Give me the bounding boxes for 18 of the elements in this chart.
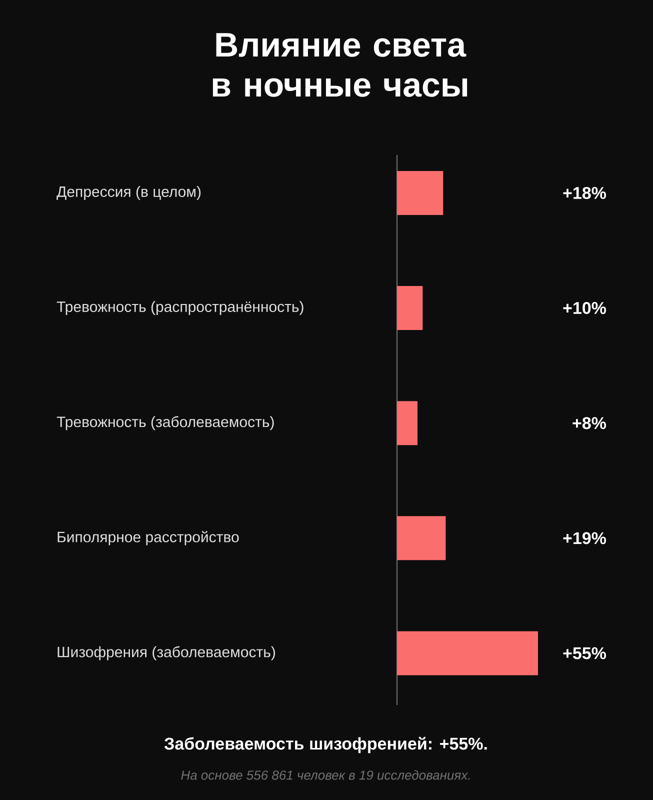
chart-title: Влияние света в ночные часы xyxy=(212,33,468,97)
bar xyxy=(397,170,444,215)
y-tick-label: Шизофрения (заболеваемость) xyxy=(58,646,275,660)
bar xyxy=(397,286,423,330)
bar xyxy=(397,516,446,560)
data-label: +19% xyxy=(563,532,606,544)
y-tick-label: Депрессия (в целом) xyxy=(56,186,201,200)
data-label: +55% xyxy=(563,647,606,660)
y-tick-label: Биполярное расстройство xyxy=(58,531,239,546)
bar xyxy=(397,631,538,676)
text: На основе 556 861 человек в 19 исследованиях. xyxy=(181,770,470,780)
bar xyxy=(397,401,418,446)
data-label: +18% xyxy=(563,186,606,199)
y-tick-label: Тревожность (распространённость) xyxy=(56,301,304,316)
text: Заболеваемость шизофренией: +55%. xyxy=(164,736,487,754)
y-tick-label: Тревожность (заболеваемость) xyxy=(56,416,274,430)
data-label: +10% xyxy=(563,302,606,314)
data-label: +8% xyxy=(572,417,606,430)
